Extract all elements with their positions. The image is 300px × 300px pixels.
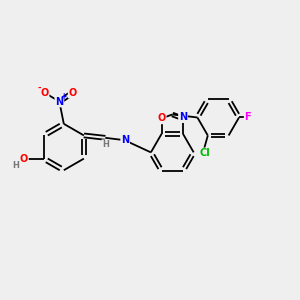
Text: N: N [55,97,63,106]
Text: O: O [40,88,49,98]
Text: O: O [158,113,166,123]
Text: F: F [244,112,251,122]
Text: Cl: Cl [200,148,210,158]
Text: N: N [121,135,129,145]
Text: N: N [179,112,187,122]
Text: H: H [13,161,20,170]
Text: -: - [38,84,41,93]
Text: +: + [60,92,66,101]
Text: O: O [69,88,77,98]
Text: H: H [102,140,109,149]
Text: O: O [20,154,28,164]
